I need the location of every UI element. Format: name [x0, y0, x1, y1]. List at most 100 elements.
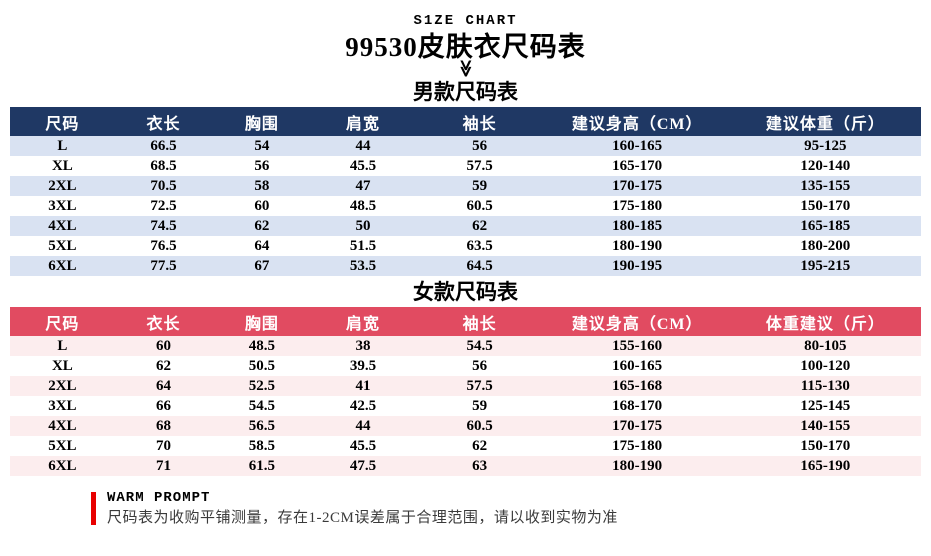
- measurement-cell: 48.5: [248, 338, 275, 354]
- warm-prompt: WARM PROMPT 尺码表为收购平铺测量，存在1-2CM误差属于合理范围，请…: [91, 490, 931, 528]
- measurement-cell: 50.5: [248, 358, 275, 374]
- measurement-cell: 60.5: [466, 198, 493, 214]
- measurement-cell: 175-180: [612, 198, 663, 214]
- measurement-cell: 67: [254, 258, 270, 274]
- measurement-cell: 62: [472, 218, 488, 234]
- column-header: 衣长: [146, 315, 181, 333]
- column-header: 胸围: [244, 315, 279, 333]
- measurement-cell: 195-215: [800, 258, 851, 274]
- table-row: 4XL 74.5 62 50 62 180-185 165-185: [10, 216, 921, 236]
- table-row: 3XL 72.5 60 48.5 60.5 175-180 150-170: [10, 196, 921, 216]
- measurement-cell: 160-165: [612, 358, 663, 374]
- measurement-cell: 66.5: [150, 138, 177, 154]
- column-header: 衣长: [146, 115, 181, 133]
- measurement-cell: 70: [155, 438, 171, 454]
- measurement-cell: 56: [472, 138, 488, 154]
- measurement-cell: 48.5: [349, 198, 377, 214]
- column-header: 肩宽: [345, 315, 380, 333]
- measurement-cell: 165-185: [800, 218, 851, 234]
- measurement-cell: 175-180: [612, 438, 663, 454]
- women-section-title: 女款尺码表: [413, 280, 518, 304]
- measurement-cell: 180-190: [612, 238, 663, 254]
- measurement-cell: 63: [472, 458, 488, 474]
- size-cell: 5XL: [48, 438, 77, 454]
- measurement-cell: 180-190: [612, 458, 663, 474]
- measurement-cell: 59: [472, 178, 488, 194]
- measurement-cell: 56: [254, 158, 270, 174]
- measurement-cell: 57.5: [466, 378, 493, 394]
- size-cell: 5XL: [48, 238, 77, 254]
- measurement-cell: 150-170: [800, 198, 851, 214]
- measurement-cell: 54.5: [466, 338, 493, 354]
- column-header: 胸围: [244, 115, 279, 133]
- size-cell: L: [57, 138, 68, 154]
- eyebrow-title: S1ZE CHART: [413, 13, 518, 29]
- measurement-cell: 47.5: [349, 458, 377, 474]
- measurement-cell: 60.5: [466, 418, 493, 434]
- measurement-cell: 76.5: [150, 238, 177, 254]
- women-header-row: 尺码 衣长 胸围 肩宽 袖长 建议身高（CM） 体重建议（斤）: [10, 307, 921, 336]
- men-section-title: 男款尺码表: [413, 80, 518, 104]
- measurement-cell: 66: [155, 398, 171, 414]
- size-cell: 3XL: [48, 198, 77, 214]
- measurement-cell: 39.5: [349, 358, 377, 374]
- size-cell: 3XL: [48, 398, 77, 414]
- column-header: 建议身高（CM）: [571, 115, 703, 133]
- measurement-cell: 47: [355, 178, 371, 194]
- measurement-cell: 64: [155, 378, 171, 394]
- measurement-cell: 165-168: [612, 378, 663, 394]
- measurement-cell: 170-175: [612, 178, 663, 194]
- measurement-cell: 54: [254, 138, 270, 154]
- table-row: L 60 48.5 38 54.5 155-160 80-105: [10, 336, 921, 356]
- measurement-cell: 38: [355, 338, 371, 354]
- measurement-cell: 45.5: [349, 438, 377, 454]
- measurement-cell: 59: [472, 398, 488, 414]
- measurement-cell: 100-120: [800, 358, 851, 374]
- column-header: 建议体重（斤）: [765, 115, 885, 133]
- measurement-cell: 54.5: [248, 398, 275, 414]
- measurement-cell: 61.5: [248, 458, 275, 474]
- women-table-body: L 60 48.5 38 54.5 155-160 80-105 XL 62 50.5 39.5 56…: [10, 336, 921, 476]
- page-title: 99530皮肤衣尺码表: [345, 32, 586, 62]
- measurement-cell: 168-170: [612, 398, 663, 414]
- measurement-cell: 42.5: [349, 398, 377, 414]
- chevron-glyph: ≫: [455, 59, 475, 78]
- measurement-cell: 120-140: [800, 158, 851, 174]
- measurement-cell: 150-170: [800, 438, 851, 454]
- table-row: 2XL 70.5 58 47 59 170-175 135-155: [10, 176, 921, 196]
- women-table-head: 尺码 衣长 胸围 肩宽 袖长 建议身高（CM） 体重建议（斤）: [10, 307, 921, 336]
- measurement-cell: 62: [472, 438, 488, 454]
- measurement-cell: 70.5: [150, 178, 177, 194]
- measurement-cell: 68.5: [150, 158, 177, 174]
- measurement-cell: 56: [472, 358, 488, 374]
- column-header: 体重建议（斤）: [765, 315, 885, 333]
- warm-prompt-note: 尺码表为收购平铺测量，存在1-2CM误差属于合理范围，请以收到实物为准: [107, 510, 618, 526]
- measurement-cell: 56.5: [248, 418, 275, 434]
- table-row: 4XL 68 56.5 44 60.5 170-175 140-155: [10, 416, 921, 436]
- size-cell: 2XL: [48, 378, 77, 394]
- measurement-cell: 44: [355, 138, 371, 154]
- measurement-cell: 190-195: [612, 258, 663, 274]
- warm-prompt-heading: WARM PROMPT: [107, 490, 211, 506]
- men-table-body: L 66.5 54 44 56 160-165 95-125 XL 68.5 56 45.5 57.5…: [10, 136, 921, 276]
- measurement-cell: 180-185: [612, 218, 663, 234]
- measurement-cell: 64.5: [466, 258, 493, 274]
- measurement-cell: 60: [155, 338, 171, 354]
- measurement-cell: 41: [355, 378, 371, 394]
- measurement-cell: 160-165: [612, 138, 663, 154]
- measurement-cell: 63.5: [466, 238, 493, 254]
- size-cell: XL: [51, 158, 73, 174]
- measurement-cell: 62: [254, 218, 270, 234]
- warm-prompt-text-block: WARM PROMPT 尺码表为收购平铺测量，存在1-2CM误差属于合理范围，请…: [107, 490, 618, 528]
- measurement-cell: 68: [155, 418, 171, 434]
- measurement-cell: 115-130: [800, 378, 850, 394]
- column-header: 尺码: [45, 115, 80, 133]
- measurement-cell: 125-145: [800, 398, 851, 414]
- table-row: 5XL 70 58.5 45.5 62 175-180 150-170: [10, 436, 921, 456]
- column-header: 袖长: [462, 115, 497, 133]
- men-header-row: 尺码 衣长 胸围 肩宽 袖长 建议身高（CM） 建议体重（斤）: [10, 107, 921, 136]
- table-row: 6XL 71 61.5 47.5 63 180-190 165-190: [10, 456, 921, 476]
- measurement-cell: 52.5: [248, 378, 275, 394]
- size-cell: 2XL: [48, 178, 77, 194]
